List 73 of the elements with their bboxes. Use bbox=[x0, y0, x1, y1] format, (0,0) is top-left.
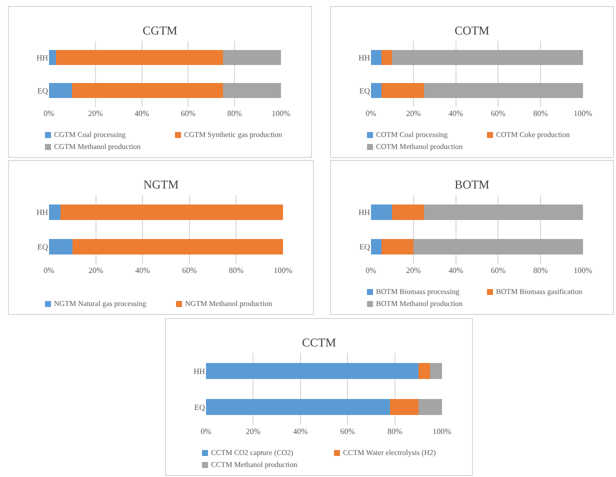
y-tick-label: EQ bbox=[194, 402, 206, 412]
y-tick-label: EQ bbox=[359, 86, 370, 96]
bar bbox=[49, 83, 72, 98]
bar bbox=[49, 204, 61, 220]
chart-title: COTM bbox=[454, 23, 490, 38]
x-tick-label: 100% bbox=[574, 109, 593, 118]
x-tick-label: 0% bbox=[200, 427, 212, 436]
x-tick-label: 20% bbox=[406, 266, 422, 275]
y-tick-label: HH bbox=[358, 208, 370, 218]
x-tick-label: 0% bbox=[366, 109, 377, 118]
y-tick-label: EQ bbox=[37, 242, 48, 252]
x-tick-label: 60% bbox=[490, 266, 506, 275]
bar bbox=[72, 238, 283, 255]
x-tick-label: 40% bbox=[448, 109, 464, 118]
x-tick-label: 80% bbox=[227, 109, 242, 118]
bar bbox=[382, 83, 424, 98]
bar bbox=[392, 204, 424, 220]
chart-title: BOTM bbox=[454, 177, 490, 192]
chart-title: NGTM bbox=[143, 177, 179, 192]
x-tick-label: 80% bbox=[533, 266, 548, 275]
chart-title: CGTM bbox=[142, 23, 178, 38]
bar bbox=[418, 362, 430, 380]
bar bbox=[371, 204, 392, 220]
bar bbox=[392, 50, 583, 65]
x-tick-label: 0% bbox=[366, 266, 377, 275]
chart-title: CCTM bbox=[302, 335, 336, 350]
y-tick-label: EQ bbox=[37, 86, 48, 96]
x-tick-label: 20% bbox=[406, 109, 422, 118]
bar bbox=[206, 398, 390, 416]
bar bbox=[371, 238, 382, 255]
bar bbox=[413, 238, 583, 255]
bar bbox=[223, 50, 281, 65]
bar bbox=[424, 83, 583, 98]
x-tick-label: 60% bbox=[340, 427, 356, 436]
x-tick-label: 100% bbox=[274, 266, 293, 275]
x-tick-label: 60% bbox=[182, 266, 198, 275]
x-tick-label: 0% bbox=[44, 109, 55, 118]
y-tick-label: EQ bbox=[359, 242, 370, 252]
bar bbox=[390, 398, 418, 416]
y-tick-label: HH bbox=[358, 53, 370, 62]
bar bbox=[371, 50, 382, 65]
x-tick-label: 100% bbox=[432, 427, 452, 436]
bar bbox=[223, 83, 281, 98]
bar bbox=[371, 83, 382, 98]
x-tick-label: 0% bbox=[44, 266, 55, 275]
x-tick-label: 60% bbox=[490, 109, 506, 118]
x-tick-label: 40% bbox=[293, 427, 308, 436]
x-tick-label: 20% bbox=[88, 266, 104, 275]
x-tick-label: 80% bbox=[533, 109, 548, 118]
bar bbox=[60, 204, 283, 220]
bar bbox=[49, 238, 72, 255]
x-tick-label: 20% bbox=[246, 427, 261, 436]
bar bbox=[418, 398, 442, 416]
x-tick-label: 60% bbox=[180, 109, 196, 118]
y-tick-label: HH bbox=[193, 366, 206, 376]
x-tick-label: 80% bbox=[387, 427, 402, 436]
bar bbox=[430, 362, 442, 380]
x-tick-label: 20% bbox=[88, 109, 104, 118]
bar bbox=[56, 50, 223, 65]
x-tick-label: 40% bbox=[134, 109, 150, 118]
y-tick-label: HH bbox=[36, 53, 48, 62]
bar bbox=[424, 204, 583, 220]
x-tick-label: 40% bbox=[135, 266, 150, 275]
bar bbox=[382, 238, 414, 255]
bar bbox=[72, 83, 223, 98]
x-tick-label: 40% bbox=[448, 266, 464, 275]
bar bbox=[49, 50, 56, 65]
y-tick-label: HH bbox=[36, 208, 48, 218]
bar bbox=[382, 50, 392, 65]
x-tick-label: 100% bbox=[272, 109, 291, 118]
x-tick-label: 100% bbox=[574, 266, 593, 275]
bar bbox=[206, 362, 418, 380]
x-tick-label: 80% bbox=[228, 266, 244, 275]
